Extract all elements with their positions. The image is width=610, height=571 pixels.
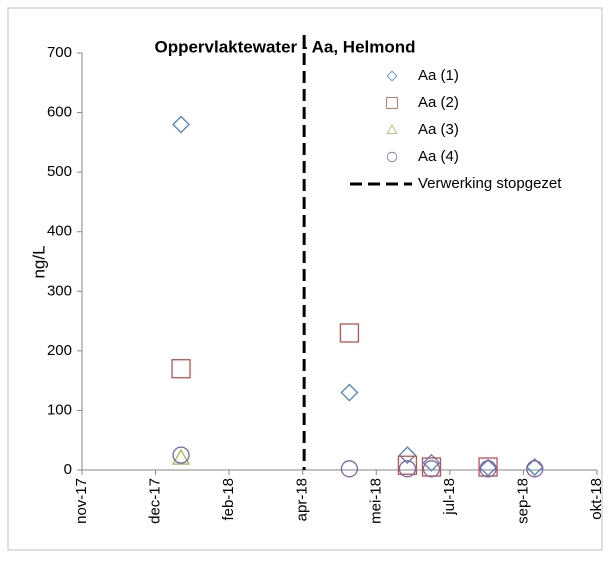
marker-circle xyxy=(340,460,359,478)
marker-diamond xyxy=(340,383,359,402)
x-tick-label: nov-17 xyxy=(73,478,90,524)
legend-label: Aa (1) xyxy=(418,67,459,84)
legend-label: Aa (3) xyxy=(418,121,459,138)
marker-circle xyxy=(479,460,497,478)
y-tick-label: 500 xyxy=(47,163,72,180)
y-tick-label: 0 xyxy=(64,461,72,478)
x-tick-label: sep-18 xyxy=(514,478,531,524)
chart-title: Oppervlaktewater - Aa, Helmond xyxy=(154,37,415,56)
marker-circle xyxy=(526,460,544,478)
legend-label: Aa (4) xyxy=(418,148,459,165)
marker-triangle xyxy=(171,448,191,465)
marker-diamond xyxy=(525,458,544,476)
y-tick-label: 300 xyxy=(47,282,72,299)
legend-marker xyxy=(386,151,398,163)
legend-label: Verwerking stopgezet xyxy=(418,175,562,192)
x-tick-label: jul-18 xyxy=(441,478,458,516)
marker-circle xyxy=(422,460,441,478)
marker-circle xyxy=(398,460,417,478)
legend-marker xyxy=(386,97,398,109)
marker-square xyxy=(478,457,498,477)
marker-square xyxy=(339,323,360,343)
y-axis-label: ng/L xyxy=(29,245,48,278)
x-tick-label: mei-18 xyxy=(367,478,384,524)
y-tick-label: 400 xyxy=(47,223,72,240)
y-tick-label: 100 xyxy=(47,401,72,418)
marker-circle xyxy=(172,446,190,464)
marker-diamond xyxy=(422,453,441,472)
marker-square xyxy=(421,457,442,477)
y-tick-label: 600 xyxy=(47,104,72,121)
x-tick-label: dec-17 xyxy=(147,478,164,524)
marker-diamond xyxy=(398,446,417,465)
y-tick-label: 700 xyxy=(47,44,72,61)
marker-square xyxy=(171,359,191,379)
y-tick-label: 200 xyxy=(47,342,72,359)
legend-marker xyxy=(386,124,398,134)
x-tick-label: okt-18 xyxy=(588,478,605,520)
legend-marker xyxy=(386,70,398,82)
x-tick-label: feb-18 xyxy=(220,478,237,521)
marker-diamond xyxy=(172,115,190,134)
legend-label: Aa (2) xyxy=(418,94,459,111)
marker-square xyxy=(397,455,418,475)
x-tick-label: apr-18 xyxy=(294,478,311,521)
